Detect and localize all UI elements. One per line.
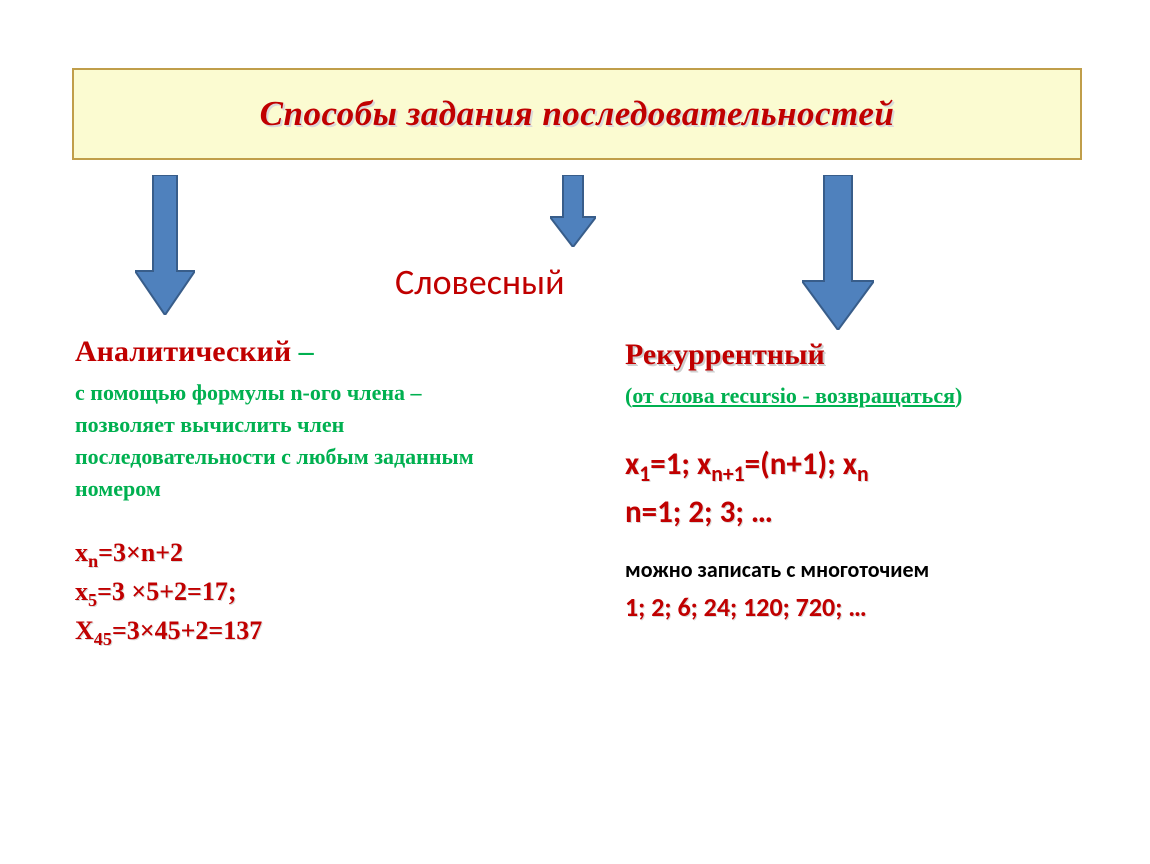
right-formulas: x1=1; xn+1=(n+1); xn n=1; 2; 3; … bbox=[625, 440, 1085, 536]
formula3: X45=3×45+2=137 bbox=[75, 611, 475, 650]
left-column: Аналитический – с помощью формулы n-ого … bbox=[75, 335, 475, 650]
right-note: можно записать с многоточием bbox=[625, 556, 1085, 583]
arrow-right-icon bbox=[802, 175, 874, 330]
right-desc: (от слова recursio - возвращаться) bbox=[625, 380, 1085, 412]
formula2: x5=3 ×5+2=17; bbox=[75, 572, 475, 611]
left-dash: – bbox=[291, 335, 314, 368]
right-f2: n=1; 2; 3; … bbox=[625, 488, 1085, 536]
arrow-middle-icon bbox=[550, 175, 596, 247]
right-seq: 1; 2; 6; 24; 120; 720; … bbox=[625, 591, 1085, 623]
left-desc: с помощью формулы n-ого члена – позволяе… bbox=[75, 377, 475, 505]
right-column: Рекуррентный (от слова recursio - возвра… bbox=[625, 338, 1085, 623]
title-box: Способы задания последовательностей bbox=[72, 68, 1082, 160]
left-formulas: xn=3×n+2 x5=3 ×5+2=17; X45=3×45+2=137 bbox=[75, 533, 475, 650]
right-f1: x1=1; xn+1=(n+1); xn bbox=[625, 440, 1085, 488]
arrow-left-icon bbox=[135, 175, 195, 315]
center-label: Словесный bbox=[395, 260, 565, 304]
formula1: xn=3×n+2 bbox=[75, 533, 475, 572]
title-text: Способы задания последовательностей bbox=[260, 94, 895, 134]
left-heading-line: Аналитический – bbox=[75, 335, 475, 369]
left-heading: Аналитический bbox=[75, 335, 291, 368]
right-heading: Рекуррентный bbox=[625, 338, 1085, 372]
